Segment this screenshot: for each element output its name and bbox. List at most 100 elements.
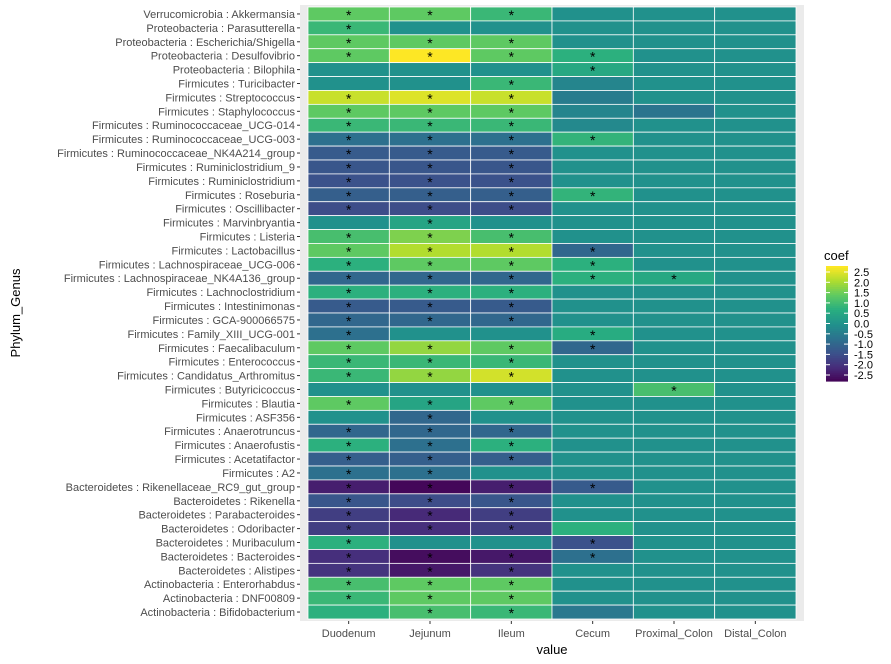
significance-star: * — [427, 577, 433, 593]
heatmap-cell — [714, 354, 797, 370]
heatmap-cell — [632, 354, 716, 370]
colorbar-segment — [826, 275, 848, 279]
significance-star: * — [509, 243, 515, 259]
colorbar-segment — [826, 267, 848, 271]
significance-star: * — [509, 35, 515, 51]
significance-star: * — [509, 369, 515, 385]
colorbar-segment — [826, 266, 848, 269]
significance-star: * — [509, 271, 515, 287]
legend-tick-label: 2.5 — [854, 267, 869, 279]
legend-tick-label: 1.5 — [854, 288, 869, 300]
heatmap-cell — [470, 382, 553, 397]
colorbar-segment — [826, 342, 848, 346]
significance-star: * — [427, 188, 433, 204]
significance-star: * — [509, 508, 515, 524]
x-tick-label: Jejunum — [409, 628, 451, 640]
heatmap-cell — [632, 409, 716, 425]
significance-star: * — [590, 257, 596, 273]
heatmap-cell — [632, 215, 716, 230]
y-tick-label: Firmicutes : Marvinbryantia — [163, 218, 296, 230]
heatmap-cell — [632, 549, 716, 564]
heatmap-cell — [632, 590, 716, 606]
heatmap-cell — [307, 215, 390, 230]
heatmap-cell — [551, 521, 634, 536]
heatmap-cell — [714, 535, 797, 550]
significance-star: * — [427, 35, 433, 51]
significance-star: * — [346, 452, 352, 468]
significance-star: * — [346, 536, 352, 552]
y-tick-label: Firmicutes : Intestinimonas — [164, 301, 295, 313]
heatmap-cell — [714, 437, 797, 453]
significance-star: * — [427, 424, 433, 440]
heatmap-cell — [714, 6, 797, 22]
significance-star: * — [427, 243, 433, 259]
significance-star: * — [346, 549, 352, 565]
colorbar-segment — [826, 338, 848, 342]
heatmap-cell — [714, 243, 797, 258]
heatmap-cell — [632, 326, 716, 342]
colorbar-segment — [826, 289, 848, 292]
heatmap-cell — [632, 576, 716, 592]
heatmap-cell — [714, 90, 797, 105]
y-tick-label: Firmicutes : Lachnospiraceae_UCG-006 — [99, 259, 295, 271]
heatmap-cell — [551, 298, 634, 314]
heatmap-cell — [632, 479, 716, 495]
significance-star: * — [346, 355, 352, 371]
heatmap-cell — [470, 535, 553, 550]
significance-star: * — [427, 257, 433, 273]
significance-star: * — [346, 466, 352, 482]
y-tick-label: Bacteroidetes : Parabacteroides — [138, 510, 295, 522]
y-tick-label: Firmicutes : Roseburia — [185, 190, 296, 202]
significance-star: * — [346, 522, 352, 538]
heatmap-cell — [714, 270, 797, 286]
significance-star: * — [346, 480, 352, 496]
y-tick-label: Bacteroidetes : Rikenellaceae_RC9_gut_gr… — [66, 482, 295, 494]
y-tick-label: Firmicutes : Listeria — [200, 232, 296, 244]
significance-star: * — [346, 563, 352, 579]
y-tick-label: Firmicutes : Oscillibacter — [175, 204, 295, 216]
heatmap-cell — [632, 535, 716, 550]
colorbar-segment — [826, 377, 848, 380]
colorbar-segment — [826, 323, 848, 327]
legend-tick-label: 1.0 — [854, 298, 869, 310]
significance-star: * — [509, 494, 515, 510]
heatmap-cell — [551, 368, 634, 383]
heatmap-cell — [551, 562, 634, 578]
heatmap-cell — [714, 396, 797, 411]
significance-star: * — [427, 341, 433, 357]
colorbar-segment — [826, 310, 848, 313]
colorbar-segment — [826, 358, 848, 361]
significance-star: * — [346, 591, 352, 607]
significance-star: * — [346, 494, 352, 510]
colorbar-segment — [826, 371, 848, 374]
heatmap-cell — [632, 48, 716, 64]
legend-tick-label: -2.0 — [854, 360, 873, 372]
significance-star: * — [346, 90, 352, 106]
heatmap-cell — [632, 229, 716, 244]
legend-tick-label: -1.0 — [854, 339, 873, 351]
significance-star: * — [346, 438, 352, 454]
significance-star: * — [346, 257, 352, 273]
heatmap-cell — [470, 409, 553, 425]
heatmap-cell — [714, 229, 797, 244]
significance-star: * — [346, 146, 352, 162]
y-tick-label: Firmicutes : Enterococcus — [168, 357, 295, 369]
heatmap-cell — [714, 131, 797, 147]
heatmap-cell — [388, 326, 472, 342]
heatmap-cell — [551, 117, 634, 133]
heatmap-cell — [714, 576, 797, 592]
heatmap-cell — [551, 465, 634, 481]
significance-star: * — [346, 35, 352, 51]
significance-markers: * * *** * ** * * **** * ** * ** * ** * * ** * ** * ** * ** * * **… — [346, 7, 677, 621]
x-axis-title: value — [536, 642, 567, 657]
heatmap-cell — [551, 159, 634, 175]
heatmap-cell — [714, 423, 797, 439]
significance-star: * — [509, 522, 515, 538]
colorbar-segment — [826, 344, 848, 348]
heatmap-cell — [470, 215, 553, 230]
colorbar-segment — [826, 319, 848, 323]
y-tick-label: Bacteroidetes : Alistipes — [178, 565, 295, 577]
significance-star: * — [346, 104, 352, 120]
x-tick-label: Cecum — [575, 628, 610, 640]
y-tick-label: Firmicutes : Anaerofustis — [175, 440, 296, 452]
